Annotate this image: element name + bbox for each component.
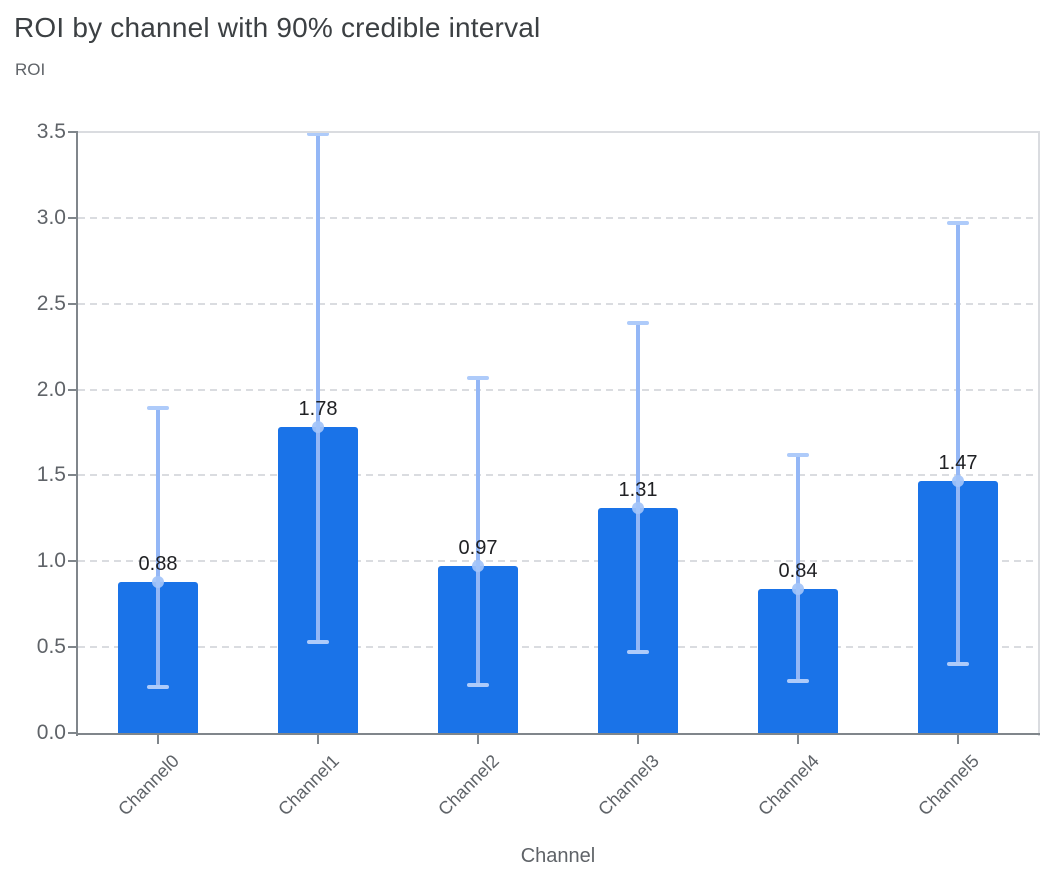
mean-marker-dot xyxy=(792,582,804,595)
bar-value-label: 0.84 xyxy=(778,559,818,582)
y-tick-label: 0.5 xyxy=(36,635,66,659)
bar-value-label: 0.88 xyxy=(138,552,178,575)
gridline xyxy=(78,646,1038,649)
y-tick-label: 2.0 xyxy=(36,377,66,401)
gridline xyxy=(78,388,1038,391)
plot-right-border xyxy=(1038,131,1040,736)
mean-marker-dot xyxy=(632,502,644,515)
gridline xyxy=(78,302,1038,305)
error-bar-cap-upper xyxy=(147,406,169,411)
x-tick-label: Channel5 xyxy=(914,750,983,820)
x-axis-title: Channel xyxy=(520,845,596,867)
plot-top-border xyxy=(78,131,1038,133)
error-bar-cap-lower xyxy=(147,684,169,689)
y-tick-mark xyxy=(68,732,76,734)
error-bar-line xyxy=(636,322,640,653)
error-bar-cap-lower xyxy=(307,639,329,644)
y-tick-mark xyxy=(68,646,76,649)
error-bar-cap-lower xyxy=(467,682,489,687)
mean-marker-dot xyxy=(152,575,164,588)
plot-area: 0.88 1.78 0.97 1.31 0.84 1.47 xyxy=(78,131,1038,733)
y-tick-mark xyxy=(68,474,76,477)
bar-value-label: 0.97 xyxy=(458,537,498,560)
x-tick-mark xyxy=(477,735,479,744)
error-bar-line xyxy=(796,454,800,682)
error-bar-cap-lower xyxy=(627,650,649,655)
y-tick-mark xyxy=(68,560,76,563)
error-bar-line xyxy=(956,223,960,665)
y-axis-line xyxy=(76,131,78,736)
error-bar-line xyxy=(476,377,480,685)
x-tick-mark xyxy=(637,735,639,744)
x-tick-mark xyxy=(317,735,319,744)
x-tick-label: Channel0 xyxy=(114,750,183,820)
bar-value-label: 1.47 xyxy=(938,451,978,474)
y-tick-label: 2.5 xyxy=(36,291,66,315)
x-tick-mark xyxy=(797,735,799,744)
x-tick-mark xyxy=(957,735,959,744)
mean-marker-dot xyxy=(312,421,324,434)
error-bar-cap-upper xyxy=(467,375,489,380)
error-bar-cap-lower xyxy=(787,679,809,684)
y-axis-title: ROI xyxy=(15,60,46,79)
gridline xyxy=(78,560,1038,563)
x-tick-label: Channel4 xyxy=(754,750,823,820)
y-tick-label: 3.5 xyxy=(36,120,66,143)
error-bar-cap-upper xyxy=(787,452,809,457)
y-tick-mark xyxy=(68,131,76,133)
mean-marker-dot xyxy=(472,560,484,573)
x-axis-line xyxy=(76,733,1040,735)
x-tick-label: Channel3 xyxy=(594,750,663,820)
gridline xyxy=(78,474,1038,477)
error-bar-cap-upper xyxy=(627,320,649,325)
y-tick-label: 3.0 xyxy=(36,205,66,229)
y-tick-mark xyxy=(68,388,76,391)
error-bar-cap-lower xyxy=(947,662,969,667)
error-bar-line xyxy=(156,408,160,687)
error-bar-cap-upper xyxy=(947,221,969,225)
y-tick-label: 1.0 xyxy=(36,549,66,573)
y-tick-label: 0.0 xyxy=(36,721,66,744)
bar-value-label: 1.78 xyxy=(298,398,338,421)
y-tick-label: 1.5 xyxy=(36,463,66,487)
y-tick-mark xyxy=(68,216,76,219)
bar-value-label: 1.31 xyxy=(618,479,658,502)
mean-marker-dot xyxy=(952,474,964,487)
error-bar-line xyxy=(316,133,320,642)
x-tick-label: Channel2 xyxy=(434,750,503,820)
y-tick-mark xyxy=(68,302,76,305)
x-tick-label: Channel1 xyxy=(274,750,343,820)
error-bar-cap-upper xyxy=(307,131,329,136)
gridline xyxy=(78,216,1038,219)
chart-title: ROI by channel with 90% credible interva… xyxy=(14,12,541,43)
x-tick-mark xyxy=(157,735,159,744)
